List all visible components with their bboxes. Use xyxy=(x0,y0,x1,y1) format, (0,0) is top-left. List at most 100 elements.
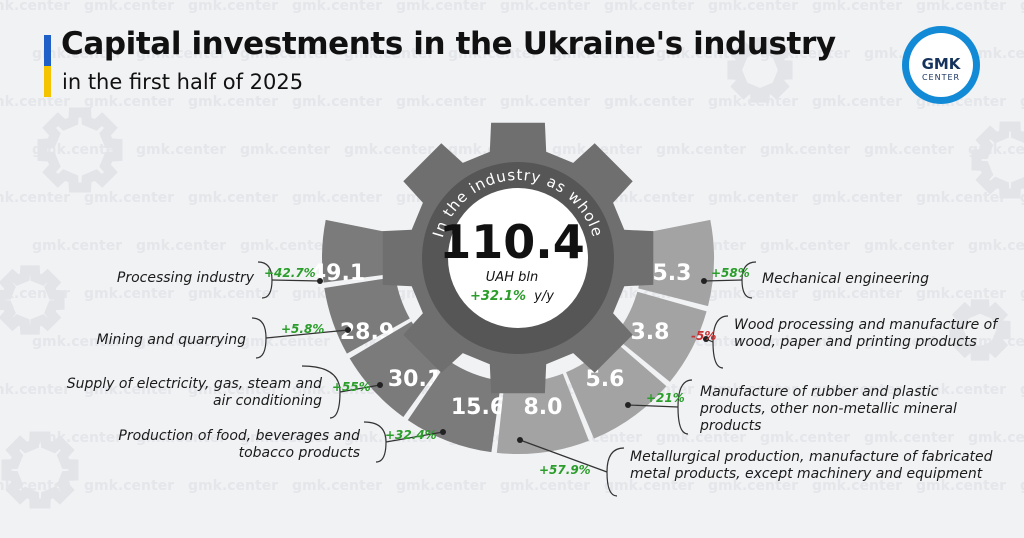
logo-subtext: CENTER xyxy=(921,73,961,82)
watermark-text: gmk.center xyxy=(292,0,382,14)
total-change-suffix: y/y xyxy=(533,289,554,304)
change-percent: +58% xyxy=(711,266,750,280)
watermark-text: gmk.center xyxy=(760,142,850,158)
background-gear-icon xyxy=(949,299,1011,361)
watermark-text: gmk.center xyxy=(188,478,278,494)
watermark-text: gmk.center xyxy=(396,94,486,110)
change-percent: +42.7% xyxy=(264,266,316,280)
watermark-text: gmk.center xyxy=(292,382,382,398)
watermark-text: gmk.center xyxy=(240,334,330,350)
category-label: Metallurgical production, manufacture of… xyxy=(630,449,993,482)
leader-line xyxy=(385,431,444,443)
category-label: Wood processing and manufacture of wood,… xyxy=(734,317,998,350)
background-gear-icon xyxy=(727,37,793,103)
total-change: +32.1% y/y xyxy=(470,289,554,304)
watermark-text: gmk.center xyxy=(812,94,902,110)
category-label: Supply of electricity, gas, steam and ai… xyxy=(66,376,322,409)
leader-dot xyxy=(703,336,709,342)
segment-value-label: 5.6 xyxy=(586,367,625,392)
watermark-text: gmk.center xyxy=(500,94,590,110)
watermark-text: gmk.center xyxy=(812,286,902,302)
watermark-text: gmk.center xyxy=(1020,0,1024,14)
change-percent: +32.4% xyxy=(385,428,437,442)
watermark-text: gmk.center xyxy=(240,46,330,62)
ukraine-flag-bar xyxy=(44,35,51,97)
leader-line xyxy=(271,279,321,282)
watermark-text: gmk.center xyxy=(916,0,1006,14)
watermark-text: gmk.center xyxy=(84,190,174,206)
leader-dot xyxy=(345,327,351,333)
segment-value-label: 3.8 xyxy=(631,320,670,345)
watermark-text: gmk.center xyxy=(500,0,590,14)
watermark-text: gmk.center xyxy=(1020,94,1024,110)
watermark-text: gmk.center xyxy=(812,190,902,206)
watermark-text: gmk.center xyxy=(656,430,746,446)
watermark-text: gmk.center xyxy=(1020,478,1024,494)
background-gear-icon xyxy=(0,265,65,335)
category-label: Mechanical engineering xyxy=(762,271,929,287)
watermark-text: gmk.center xyxy=(84,0,174,14)
chart-subtitle: in the first half of 2025 xyxy=(62,70,304,94)
label-bracket-line xyxy=(606,447,625,497)
watermark-text: gmk.center xyxy=(136,334,226,350)
label-bracket-line xyxy=(677,379,693,435)
segment-bar xyxy=(321,219,397,283)
change-percent: +57.9% xyxy=(539,463,591,477)
background-gear-icon xyxy=(971,121,1024,199)
watermark-text: gmk.center xyxy=(708,190,798,206)
watermark-text: gmk.center xyxy=(240,430,330,446)
leader-line xyxy=(627,404,679,408)
watermark-text: gmk.center xyxy=(604,0,694,14)
watermark-text: gmk.center xyxy=(188,382,278,398)
watermark-text: gmk.center xyxy=(188,190,278,206)
watermark-text: gmk.center xyxy=(240,142,330,158)
chart-title: Capital investments in the Ukraine's ind… xyxy=(61,26,836,62)
leader-dot xyxy=(317,278,323,284)
segment-value-label: 8.0 xyxy=(524,395,563,420)
watermark-text: gmk.center xyxy=(760,334,850,350)
leader-dot xyxy=(377,382,383,388)
watermark-text: gmk.center xyxy=(84,94,174,110)
watermark-text: gmk.center xyxy=(136,142,226,158)
watermark-text: gmk.center xyxy=(604,94,694,110)
leader-dot xyxy=(625,402,631,408)
change-percent: +21% xyxy=(646,391,685,405)
segment-value-label: 15.6 xyxy=(451,395,505,420)
watermark-text: gmk.center xyxy=(812,0,902,14)
watermark-text: gmk.center xyxy=(916,382,1006,398)
label-bracket-line xyxy=(363,421,387,463)
background-gear-icon xyxy=(37,107,123,193)
leader-line xyxy=(519,439,608,473)
watermark-text: gmk.center xyxy=(968,238,1024,254)
watermark-text: gmk.center xyxy=(552,46,642,62)
leader-dot xyxy=(701,278,707,284)
watermark-text: gmk.center xyxy=(0,382,70,398)
watermark-text: gmk.center xyxy=(32,46,122,62)
segment-value-label: 5.3 xyxy=(653,261,692,286)
label-bracket-line xyxy=(251,317,267,359)
watermark-text: gmk.center xyxy=(84,382,174,398)
leader-line xyxy=(265,329,349,339)
category-label: Mining and quarrying xyxy=(96,332,246,348)
watermark-text: gmk.center xyxy=(344,430,434,446)
watermark-text: gmk.center xyxy=(760,430,850,446)
watermark-text: gmk.center xyxy=(916,478,1006,494)
watermark-text: gmk.center xyxy=(344,142,434,158)
watermark-text: gmk.center xyxy=(1020,190,1024,206)
change-percent: +55% xyxy=(332,380,371,394)
logo-text: GMK xyxy=(921,55,961,73)
watermark-text: gmk.center xyxy=(916,190,1006,206)
watermark-text: gmk.center xyxy=(32,238,122,254)
segment-bar xyxy=(407,360,502,453)
watermark-text: gmk.center xyxy=(0,94,70,110)
watermark-text: gmk.center xyxy=(812,382,902,398)
segment-bar xyxy=(496,373,589,454)
change-percent: -5% xyxy=(691,329,717,343)
total-change-value: +32.1% xyxy=(470,289,526,304)
watermark-text: gmk.center xyxy=(396,478,486,494)
watermark-text: gmk.center xyxy=(968,430,1024,446)
watermark-text: gmk.center xyxy=(968,46,1024,62)
total-value: 110.4 xyxy=(439,215,585,269)
watermark-text: gmk.center xyxy=(708,478,798,494)
